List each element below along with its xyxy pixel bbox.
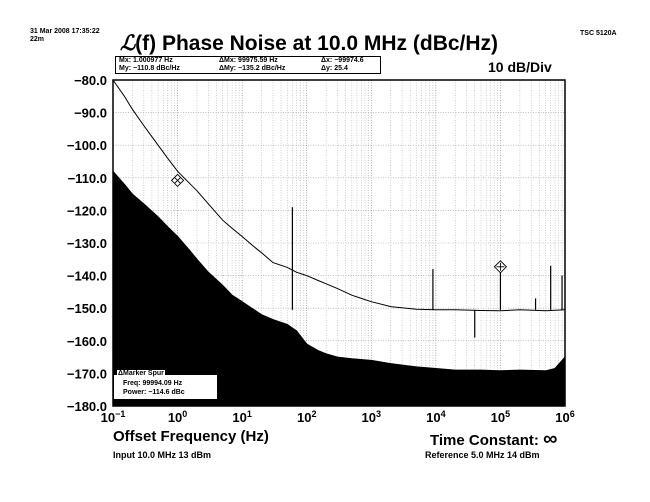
y-tick-label: −110.0	[68, 171, 107, 186]
infinity-symbol: ∞	[543, 428, 558, 450]
y-tick-label: −120.0	[67, 203, 107, 218]
marker-readout-box: Mx: 1.000977 Hz ΔMx: 99975.59 Hz Δx: −99…	[115, 56, 381, 74]
spur-freq-unit: Hz	[173, 380, 183, 387]
dy-value: 25.4	[334, 65, 348, 72]
script-l-symbol: ℒ	[120, 30, 136, 55]
elapsed-time: 22m	[30, 36, 45, 43]
input-info: Input 10.0 MHz 13 dBm	[113, 450, 212, 460]
my-label: My:	[119, 65, 132, 72]
spur-lines	[291, 207, 563, 338]
time-constant-text: Time Constant:	[430, 432, 539, 449]
chart-markers	[170, 173, 508, 274]
y-tick-label: −140.0	[67, 269, 107, 284]
x-tick-exponent: −1	[115, 409, 125, 419]
y-tick-label: −150.0	[67, 301, 107, 316]
x-tick-label: 103	[362, 409, 381, 425]
y-tick-label: −80.0	[74, 73, 107, 88]
x-tick-base: 10	[426, 410, 440, 425]
dx-label: Δx:	[321, 57, 333, 64]
phase-noise-line	[112, 79, 566, 312]
x-tick-label: 102	[297, 409, 316, 425]
marker-cross-line	[174, 177, 181, 184]
dx-value: −99974.6	[334, 57, 364, 64]
y-tick-label: −130.0	[67, 236, 107, 251]
instrument-model: TSC 5120A	[580, 30, 617, 37]
x-tick-exponent: 2	[311, 409, 316, 419]
time-constant-label: Time Constant: ∞	[430, 428, 557, 451]
x-tick-exponent: 0	[182, 409, 187, 419]
mx-unit: Hz	[164, 57, 173, 64]
x-tick-labels: 10−1 100 101 102 103 104 105 106	[101, 409, 575, 425]
x-tick-base: 10	[232, 410, 246, 425]
x-tick-exponent: 3	[376, 409, 381, 419]
x-tick-base: 10	[168, 410, 182, 425]
dmx-value: 99975.59	[238, 57, 268, 64]
x-tick-exponent: 1	[247, 409, 252, 419]
plot-frame	[112, 79, 566, 407]
my-unit: dBc/Hz	[156, 65, 180, 72]
reference-info: Reference 5.0 MHz 14 dBm	[425, 450, 540, 460]
marker-spur-box: ΔMarker Spur Freq: 99994.09 Hz Power: −1…	[113, 370, 218, 400]
x-tick-label: 100	[168, 409, 187, 425]
spur-freq-value: 99994.09	[142, 380, 172, 387]
x-tick-label: 101	[232, 409, 251, 425]
x-tick-exponent: 6	[570, 409, 575, 419]
x-tick-base: 10	[362, 410, 376, 425]
timestamp-date: 31 Mar 2008 17:35:22	[30, 28, 100, 35]
x-tick-label: 105	[491, 409, 510, 425]
my-value: −110.8	[133, 65, 155, 72]
timestamp: 31 Mar 2008 17:35:22 22m	[30, 28, 100, 44]
chart-title: ℒ(f) Phase Noise at 10.0 MHz (dBc/Hz)	[120, 30, 498, 56]
x-tick-label: 104	[426, 409, 445, 425]
chart-title-text: (f) Phase Noise at 10.0 MHz (dBc/Hz)	[135, 32, 499, 55]
marker-spur-heading: ΔMarker Spur	[117, 370, 165, 378]
phase-noise-trace	[112, 79, 566, 312]
mx-label: Mx:	[119, 57, 132, 64]
dy-label: Δy:	[321, 65, 333, 72]
spur-power-unit: dBc	[171, 389, 185, 396]
dmx-unit: Hz	[269, 57, 278, 64]
spur-power-label: Power:	[123, 389, 147, 396]
x-tick-label: 10−1	[101, 409, 126, 425]
y-tick-label: −180.0	[67, 399, 107, 414]
spur-power-value: −114.6	[148, 389, 170, 396]
y-tick-label: −160.0	[67, 334, 107, 349]
y-tick-label: −90.0	[74, 106, 107, 121]
x-tick-exponent: 4	[441, 409, 446, 419]
dmy-unit: dBc/Hz	[261, 65, 286, 72]
x-tick-base: 10	[491, 410, 505, 425]
x-tick-base: 10	[101, 410, 115, 425]
dmx-label: ΔMx:	[219, 57, 237, 64]
x-tick-label: 106	[555, 409, 574, 425]
y-tick-label: −170.0	[67, 366, 107, 381]
scale-label: 10 dB/Div	[488, 59, 552, 75]
mx-value: 1.000977	[133, 57, 163, 64]
noise-floor-fill	[112, 169, 566, 407]
x-axis-label: Offset Frequency (Hz)	[113, 428, 269, 445]
y-tick-labels: −80.0 −90.0 −100.0 −110.0 −120.0 −130.0 −140.0…	[67, 73, 107, 414]
y-tick-label: −100.0	[67, 138, 107, 153]
noise-floor-area	[112, 169, 566, 407]
dmy-label: ΔMy:	[219, 65, 237, 72]
spur-freq-label: Freq:	[123, 380, 141, 387]
x-tick-base: 10	[297, 410, 311, 425]
dmy-value: −135.2	[238, 65, 260, 72]
x-tick-base: 10	[555, 410, 569, 425]
x-tick-exponent: 5	[505, 409, 510, 419]
